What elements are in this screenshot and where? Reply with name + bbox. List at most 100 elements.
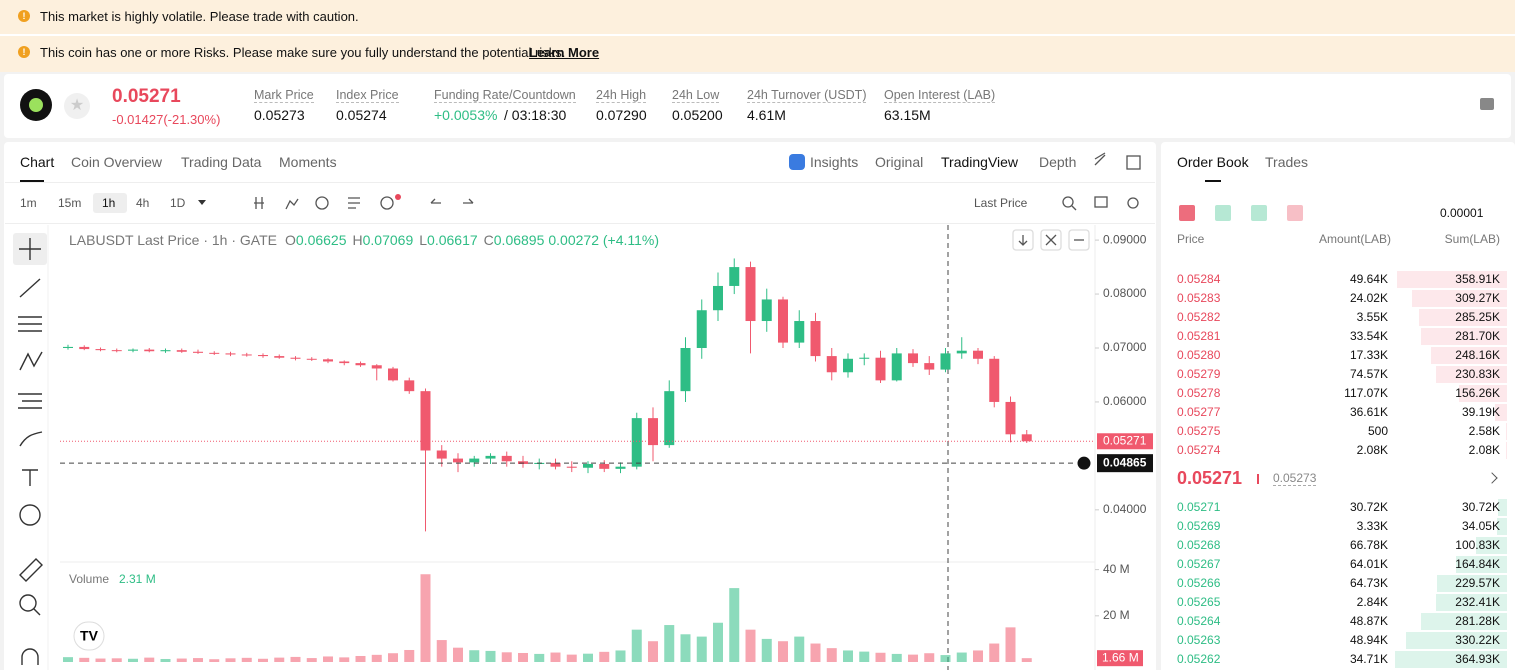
interval[interactable]: 1h xyxy=(102,196,116,210)
book-layout-icon[interactable] xyxy=(1215,205,1231,221)
volume-bar xyxy=(615,650,626,662)
stat-label: 24h High xyxy=(596,88,647,103)
depth-bar xyxy=(1435,594,1507,611)
candle-body xyxy=(550,462,561,467)
book-tab[interactable]: Trades xyxy=(1265,154,1309,170)
divider xyxy=(5,182,1155,183)
volume-bar xyxy=(745,629,756,662)
learn-more-link[interactable]: Learn More xyxy=(529,45,600,60)
candle-body xyxy=(989,358,1000,402)
ask-price: 0.05266 xyxy=(1177,576,1221,590)
ask-price: 0.05274 xyxy=(1177,443,1221,457)
ask-price: 0.05269 xyxy=(1177,519,1221,533)
candle-body xyxy=(1021,434,1032,442)
chart-tab[interactable]: Coin Overview xyxy=(71,154,163,170)
volume-bar xyxy=(924,653,935,662)
interval[interactable]: 1D xyxy=(170,196,186,210)
crosshair-tag xyxy=(1097,454,1153,473)
book-tab[interactable]: Order Book xyxy=(1177,154,1249,170)
book-layout-icon[interactable] xyxy=(1251,205,1267,221)
view-tab[interactable]: Original xyxy=(875,154,924,170)
candle-body xyxy=(859,357,870,359)
chart-tab[interactable]: Chart xyxy=(20,154,55,170)
drawing-tools[interactable] xyxy=(13,233,47,665)
candle-body xyxy=(729,267,740,286)
ask-price: 0.05263 xyxy=(1177,633,1221,647)
ask-price: 0.05265 xyxy=(1177,595,1221,609)
volume-bar xyxy=(761,638,772,662)
amount: 36.61K xyxy=(1349,405,1388,419)
legend-key: O xyxy=(285,232,296,248)
volume-bar xyxy=(469,650,480,662)
chart-title: LABUSDT Last Price · 1h · GATE O0.06625 H0… xyxy=(69,232,659,248)
stat-label: Mark Price xyxy=(254,88,314,103)
volume-bar xyxy=(810,643,821,662)
interval[interactable]: 1m xyxy=(20,196,37,210)
depth-bar xyxy=(1395,651,1507,668)
last-price-label: 0.05271 xyxy=(1103,433,1147,447)
candle-body xyxy=(696,310,707,348)
sum: 2.58K xyxy=(1468,424,1500,438)
candle-body xyxy=(274,356,285,358)
crosshair-add xyxy=(1076,455,1092,471)
stat-value: +0.0053% xyxy=(434,107,498,123)
candle-body xyxy=(891,353,902,381)
volume-bar xyxy=(680,634,691,662)
last-price-tag xyxy=(1097,433,1153,450)
candle-body xyxy=(501,455,512,462)
chart-tab[interactable]: Moments xyxy=(279,154,337,170)
view-tab[interactable]: TradingView xyxy=(941,154,1019,170)
volume-bar xyxy=(225,658,236,662)
candle-body xyxy=(128,349,138,351)
ask-price: 0.05267 xyxy=(1177,557,1221,571)
candle-body xyxy=(144,349,155,352)
ask-price: 0.05279 xyxy=(1177,367,1221,381)
sum: 39.19K xyxy=(1461,405,1500,419)
amount: 17.33K xyxy=(1349,348,1388,362)
volume-bar xyxy=(79,657,90,662)
interval[interactable]: 4h xyxy=(136,196,150,210)
legend-key: H xyxy=(353,232,363,248)
depth-bar xyxy=(1420,328,1507,345)
stat-extra: / 03:18:30 xyxy=(504,107,567,123)
candle-body xyxy=(940,353,951,370)
volume-tag-label: 1.66 M xyxy=(1102,650,1139,664)
ask-price: 0.05284 xyxy=(1177,272,1221,286)
ask-price: 0.05264 xyxy=(1177,614,1221,628)
volume-bar xyxy=(566,654,577,662)
favorite-button[interactable]: ★ xyxy=(64,93,90,119)
book-layout-icon[interactable] xyxy=(1287,205,1303,221)
chart-tab[interactable]: Trading Data xyxy=(181,154,262,170)
candle-body xyxy=(631,418,642,467)
volume-bar xyxy=(501,652,512,662)
precision[interactable]: 0.00001 xyxy=(1440,206,1484,220)
candle-body xyxy=(79,346,90,350)
book-layout-icon[interactable] xyxy=(1179,205,1195,221)
volume-bar xyxy=(485,650,496,662)
tab-underline xyxy=(20,180,44,182)
legend-value: 0.07069 xyxy=(363,232,414,248)
candle-body xyxy=(258,355,268,357)
mid-price: 0.05271 xyxy=(1177,468,1243,488)
volume-bar xyxy=(843,650,853,662)
interval-dropdown-arrow[interactable] xyxy=(198,200,206,205)
sum: 229.57K xyxy=(1455,576,1500,590)
ask-price: 0.05277 xyxy=(1177,405,1221,419)
sum: 100.83K xyxy=(1455,538,1500,552)
chart-tools[interactable] xyxy=(254,152,1141,251)
candle-body xyxy=(680,347,691,392)
divider xyxy=(5,223,1155,224)
book-icon[interactable] xyxy=(1480,98,1494,110)
interval[interactable]: 15m xyxy=(58,196,82,210)
amount: 48.94K xyxy=(1349,633,1388,647)
candle-body xyxy=(875,357,886,381)
volume-bar xyxy=(323,656,333,662)
crosshair-label: 0.04865 xyxy=(1103,455,1147,469)
volume-bar xyxy=(778,641,788,662)
volume-bar xyxy=(274,657,285,662)
stat-value: 0.05200 xyxy=(672,107,723,123)
view-tab[interactable]: Insights xyxy=(810,154,859,170)
view-tab[interactable]: Depth xyxy=(1039,154,1077,170)
volume-bar xyxy=(144,657,155,662)
price-type[interactable]: Last Price xyxy=(974,196,1028,210)
